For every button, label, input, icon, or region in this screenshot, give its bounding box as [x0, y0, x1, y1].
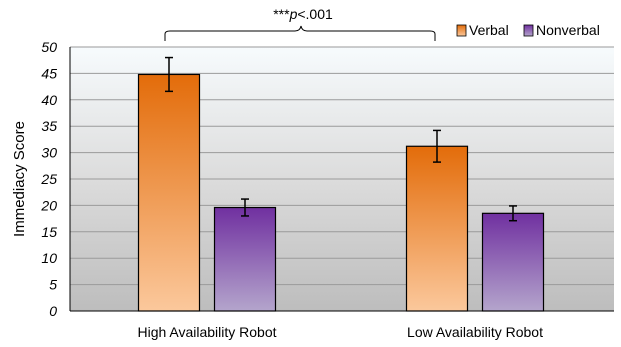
legend-swatch: [456, 24, 467, 37]
x-axis-categories: High Availability Robot Low Availability …: [137, 324, 543, 340]
y-tick-label: 45: [41, 65, 57, 81]
significance-value: <.001: [297, 6, 333, 22]
y-tick-label: 25: [40, 171, 57, 187]
y-tick-label: 0: [49, 303, 57, 319]
y-tick-label: 50: [41, 39, 57, 55]
significance-p: p: [289, 6, 298, 22]
significance-bracket: [164, 25, 436, 41]
y-tick-label: 15: [41, 224, 57, 240]
bar-nonverbal: [481, 212, 545, 312]
significance-label: ***p<.001: [273, 6, 333, 22]
y-tick-label: 35: [41, 118, 57, 134]
error-bars: [165, 56, 517, 222]
x-tick-label: Low Availability Robot: [407, 324, 543, 340]
y-tick-label: 5: [49, 277, 57, 293]
y-tick-label: 30: [41, 145, 57, 161]
y-tick-label: 10: [41, 250, 57, 266]
y-axis-ticks: 0 5 10 15 20 25 30 35 40 45 50: [40, 39, 57, 319]
legend: Verbal Nonverbal: [456, 22, 600, 38]
bar-verbal: [137, 73, 201, 312]
y-axis-label: Immediacy Score: [11, 121, 28, 237]
legend-label: Verbal: [469, 22, 509, 38]
x-tick-label: High Availability Robot: [137, 324, 276, 340]
legend-label: Nonverbal: [536, 22, 600, 38]
significance-stars: ***: [273, 6, 290, 22]
bar-verbal: [405, 145, 469, 312]
y-tick-label: 20: [40, 197, 57, 213]
legend-swatch: [523, 24, 534, 37]
significance-annotation: ***p<.001: [164, 6, 436, 41]
bar-nonverbal: [213, 206, 277, 312]
bars: [137, 73, 545, 312]
y-tick-label: 40: [41, 92, 57, 108]
